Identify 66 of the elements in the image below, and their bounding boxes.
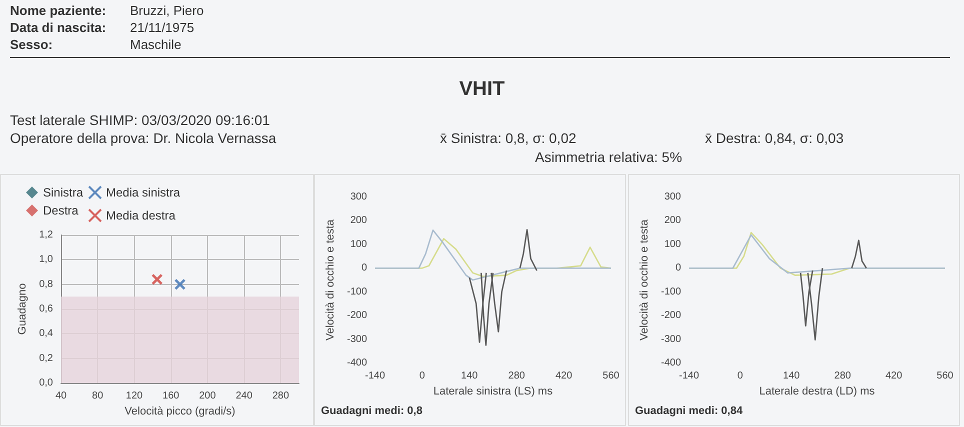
y-tick-label: 100: [664, 238, 682, 250]
legend-label: Media sinistra: [106, 186, 180, 200]
y-tick-label: -300: [660, 334, 682, 345]
x-tick-label: 560: [602, 370, 620, 382]
y-tick-label: -100: [346, 286, 368, 298]
x-axis-title: Velocità picco (gradi/s): [124, 405, 236, 418]
y-tick-label: -300: [346, 334, 368, 345]
legend-label: Sinistra: [43, 186, 84, 200]
y-tick-label: 1,0: [39, 254, 54, 266]
x-tick-label: 240: [236, 390, 253, 402]
legend-label: Destra: [43, 204, 79, 218]
text: Guadagni medi: 0,84: [634, 405, 744, 417]
text: Maschile: [130, 37, 182, 52]
x-tick-label: 140: [783, 370, 800, 382]
text: Data di nascita:: [10, 20, 106, 35]
y-tick-label: 0,2: [39, 352, 54, 364]
y-axis-title: Velocità di occhio e testa: [638, 218, 651, 341]
y-tick-label: 0,4: [39, 328, 54, 340]
x-tick-label: -140: [364, 370, 386, 382]
text: Operatore della prova: Dr. Nicola Vernassa: [10, 130, 276, 146]
y-tick-label: -200: [346, 310, 368, 322]
x-tick-label: 140: [461, 370, 478, 382]
y-tick-label: 200: [664, 215, 682, 226]
x-tick-label: 280: [508, 370, 526, 382]
x-tick-label: 560: [936, 370, 954, 382]
x-tick-label: 160: [162, 390, 180, 402]
y-tick-label: 0: [675, 262, 682, 274]
x-tick-label: 120: [126, 390, 144, 402]
legend-label: Media destra: [106, 208, 176, 222]
x-tick-label: 0: [737, 370, 744, 382]
x-axis-title: Laterale sinistra (LS) ms: [433, 385, 554, 398]
x-tick-label: 200: [199, 390, 216, 402]
y-tick-label: -100: [660, 286, 682, 298]
y-axis-title: Guadagno: [16, 283, 29, 335]
x-tick-label: 280: [834, 370, 852, 382]
x-tick-label: 0: [419, 370, 426, 382]
y-tick-label: -200: [660, 310, 682, 322]
text: x̄ Sinistra: 0,8, σ: 0,02: [440, 130, 576, 146]
y-tick-label: 0,8: [39, 278, 54, 290]
x-axis-title: Laterale destra (LD) ms: [759, 385, 876, 398]
y-tick-label: -400: [660, 358, 682, 368]
text: Sesso:: [10, 37, 53, 52]
y-tick-label: 100: [350, 238, 368, 250]
text: Bruzzi, Piero: [130, 3, 204, 18]
text: 21/11/1975: [130, 20, 194, 35]
chart-title: VHIT: [458, 78, 506, 101]
y-tick-label: -400: [346, 358, 368, 368]
text: Nome paziente:: [10, 3, 106, 18]
text: Asimmetria relativa: 5%: [535, 149, 682, 165]
y-tick-label: 0: [361, 262, 368, 274]
text: Test laterale SHIMP: 03/03/2020 09:16:01: [10, 112, 270, 128]
x-tick-label: 280: [272, 390, 290, 402]
x-tick-label: 420: [555, 370, 573, 382]
y-tick-label: 1,2: [39, 230, 54, 240]
x-tick-label: 420: [885, 370, 903, 382]
y-tick-label: 300: [664, 192, 682, 202]
x-tick-label: -140: [678, 370, 700, 382]
y-tick-label: 0,0: [39, 378, 54, 388]
y-tick-label: 300: [350, 192, 368, 202]
y-tick-label: 200: [350, 215, 368, 226]
y-axis-title: Velocità di occhio e testa: [324, 218, 337, 341]
x-tick-label: 80: [92, 390, 104, 402]
text: Guadagni medi: 0,8: [320, 405, 424, 417]
text: x̄ Destra: 0,84, σ: 0,03: [705, 130, 844, 146]
x-tick-label: 40: [55, 390, 67, 402]
y-tick-label: 0,6: [39, 304, 54, 314]
